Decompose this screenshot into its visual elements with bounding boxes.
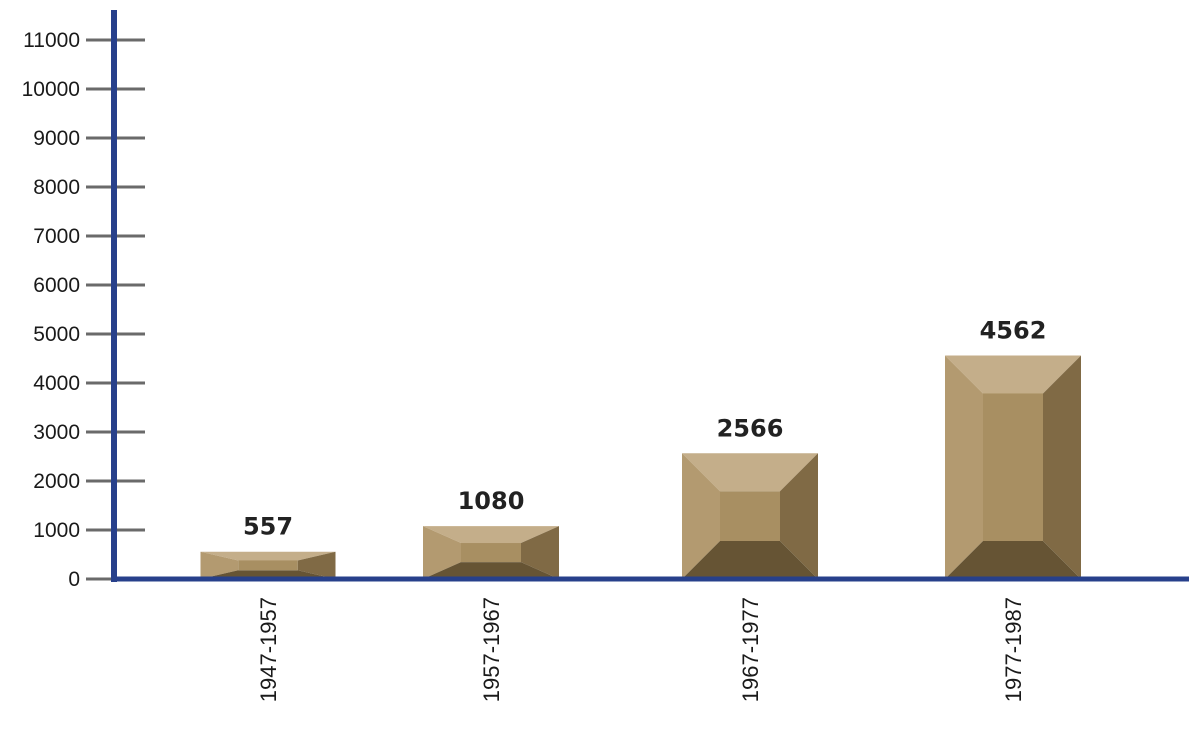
y-tick-label: 3000 (33, 421, 80, 444)
bar-bevel-right (521, 526, 559, 579)
y-tick-label: 7000 (33, 225, 80, 248)
y-tick-label: 5000 (33, 323, 80, 346)
y-tick-label: 11000 (23, 29, 80, 52)
bar-value-label: 557 (243, 513, 293, 541)
bar-1967-1977 (682, 453, 818, 579)
bar-face (983, 393, 1043, 541)
y-axis-ticks: 0 1000 2000 3000 4000 5000 6000 7000 8000 9000 100… (22, 29, 145, 591)
value-labels: 557 1080 2566 4562 (243, 316, 1046, 540)
bar-bevel-left (423, 526, 461, 579)
bar-bevel-right (1043, 355, 1081, 579)
y-tick-label: 10000 (22, 78, 80, 101)
y-tick-label: 1000 (33, 519, 80, 542)
bar-face (461, 543, 521, 563)
bar-bevel-top (200, 551, 336, 561)
bar-bevel-left (945, 355, 983, 579)
bar-bevel-bottom (945, 541, 1081, 579)
bar-bevel-right (297, 551, 336, 579)
bar-bevel-bottom (423, 562, 559, 579)
bar-bevel-right (780, 453, 818, 579)
category-labels: 1947-1957 1957-1967 1967-1977 1977-1987 (256, 597, 1026, 702)
bar-bevel-bottom (682, 541, 818, 579)
bar-1977-1987 (945, 355, 1081, 579)
bar-1947-1957 (200, 551, 336, 579)
bar-value-label: 1080 (458, 487, 525, 515)
bars (200, 355, 1081, 579)
x-category-label: 1947-1957 (256, 597, 281, 702)
y-tick-label: 2000 (33, 470, 80, 493)
bar-bevel-left (200, 551, 239, 579)
x-category-label: 1967-1977 (738, 597, 763, 702)
bar-value-label: 2566 (717, 414, 784, 442)
x-category-label: 1957-1967 (479, 597, 504, 702)
x-category-label: 1977-1987 (1001, 597, 1026, 702)
y-tick-label: 9000 (33, 127, 80, 150)
bar-face (238, 560, 298, 571)
bar-bevel-top (945, 355, 1081, 394)
bar-bevel-left (682, 453, 720, 579)
bar-bevel-top (682, 453, 818, 492)
bar-bevel-top (423, 526, 559, 544)
y-tick-label: 0 (68, 568, 80, 591)
bar-1957-1967 (423, 526, 559, 579)
bar-face (720, 491, 780, 541)
bar-value-label: 4562 (980, 316, 1047, 344)
y-tick-label: 8000 (33, 176, 80, 199)
y-tick-label: 4000 (33, 372, 80, 395)
y-tick-label: 6000 (33, 274, 80, 297)
